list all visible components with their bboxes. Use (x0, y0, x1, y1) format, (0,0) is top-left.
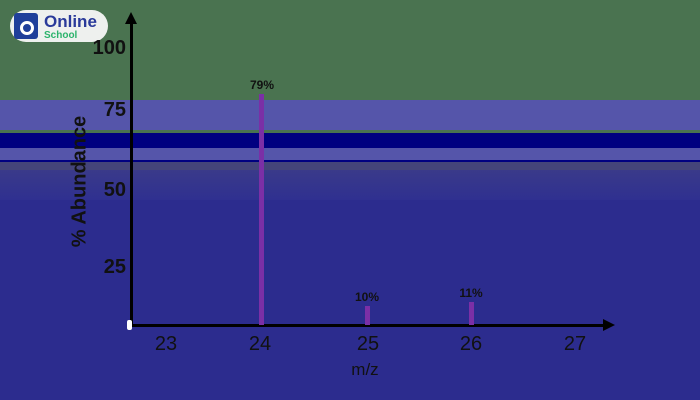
x-tick: 25 (356, 333, 380, 355)
bar-label: 10% (354, 290, 380, 304)
background-band (0, 160, 700, 162)
bar-label: 79% (249, 78, 275, 92)
bar-mz-24 (259, 94, 264, 325)
background-band (0, 0, 700, 100)
x-axis (130, 324, 605, 327)
background-band (0, 130, 700, 133)
x-tick: 26 (459, 333, 483, 355)
y-tick: 25 (103, 256, 126, 278)
bar-mz-26 (469, 302, 474, 325)
logo-text-school: School (44, 30, 78, 41)
y-tick: 75 (103, 99, 126, 121)
background-band (0, 150, 700, 160)
background-band (0, 162, 700, 170)
background-band (0, 200, 700, 400)
x-axis-arrow-icon (603, 319, 615, 331)
x-tick: 24 (248, 333, 272, 355)
background-band (0, 133, 700, 148)
bar-label: 11% (459, 286, 483, 300)
logo-icon (14, 13, 38, 39)
logo: Online School (10, 10, 108, 42)
y-axis-label: % Abundance (68, 115, 91, 248)
background-band (0, 148, 700, 150)
y-axis (130, 20, 133, 326)
x-tick: 27 (563, 333, 587, 355)
x-axis-label: m/z (351, 360, 379, 379)
background-band (0, 100, 700, 130)
bar-mz-25 (365, 306, 370, 325)
y-axis-arrow-icon (125, 12, 137, 24)
origin-marker (127, 320, 132, 330)
logo-text-online: Online (44, 12, 97, 31)
x-tick: 23 (154, 333, 178, 355)
background-band (0, 170, 700, 200)
y-tick: 50 (103, 179, 126, 201)
y-tick: 100 (92, 37, 126, 59)
